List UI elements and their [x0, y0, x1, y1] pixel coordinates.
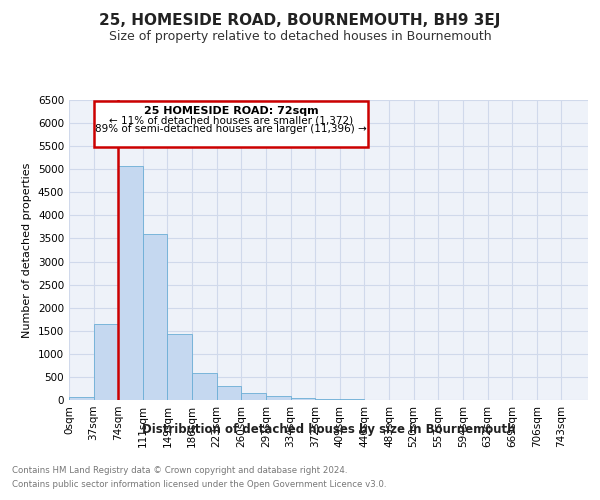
Bar: [315, 399, 340, 400]
Text: Size of property relative to detached houses in Bournemouth: Size of property relative to detached ho…: [109, 30, 491, 43]
Bar: [167, 334, 192, 400]
Text: Contains public sector information licensed under the Open Government Licence v3: Contains public sector information licen…: [12, 480, 386, 489]
Bar: [143, 234, 167, 400]
Text: 89% of semi-detached houses are larger (11,396) →: 89% of semi-detached houses are larger (…: [95, 124, 367, 134]
Text: ← 11% of detached houses are smaller (1,372): ← 11% of detached houses are smaller (1,…: [109, 115, 353, 125]
Bar: [266, 396, 290, 400]
Text: 25, HOMESIDE ROAD, BOURNEMOUTH, BH9 3EJ: 25, HOMESIDE ROAD, BOURNEMOUTH, BH9 3EJ: [100, 12, 500, 28]
Text: Contains HM Land Registry data © Crown copyright and database right 2024.: Contains HM Land Registry data © Crown c…: [12, 466, 347, 475]
Bar: [217, 386, 241, 400]
Y-axis label: Number of detached properties: Number of detached properties: [22, 162, 32, 338]
Bar: [94, 324, 118, 400]
Bar: [118, 166, 143, 400]
Bar: [241, 394, 266, 400]
Bar: [69, 398, 94, 400]
FancyBboxPatch shape: [94, 101, 368, 146]
Bar: [192, 373, 217, 400]
Text: 25 HOMESIDE ROAD: 72sqm: 25 HOMESIDE ROAD: 72sqm: [144, 106, 319, 117]
Bar: [290, 398, 315, 400]
Text: Distribution of detached houses by size in Bournemouth: Distribution of detached houses by size …: [142, 422, 515, 436]
